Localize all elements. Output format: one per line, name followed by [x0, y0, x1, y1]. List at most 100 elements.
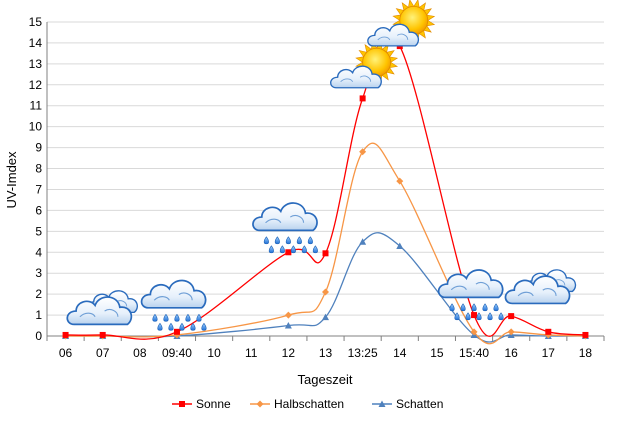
- x-tick-label: 13:25: [348, 346, 378, 360]
- cloud-detail: [397, 33, 409, 40]
- x-tick-label: 09:40: [162, 346, 192, 360]
- x-tick-label: 06: [59, 346, 73, 360]
- y-tick-label: 13: [29, 57, 43, 71]
- y-tick-label: 15: [29, 15, 43, 29]
- legend-label: Schatten: [396, 397, 443, 411]
- raindrop: [174, 313, 180, 322]
- raindrop: [196, 313, 202, 322]
- raindrop: [498, 312, 504, 321]
- raindrop: [185, 313, 191, 322]
- sun-cloud-icon: [367, 0, 436, 47]
- legend-item-halbschatten: Halbschatten: [250, 397, 344, 411]
- y-axis-label: UV-Imdex: [4, 151, 19, 209]
- data-point: [359, 95, 366, 102]
- cloud-body: [66, 296, 133, 326]
- y-tick-label: 7: [35, 182, 42, 196]
- raindrop: [290, 245, 296, 254]
- cloud-shape: [367, 23, 420, 47]
- x-tick-label: 15: [430, 346, 444, 360]
- cloud-body: [504, 275, 571, 305]
- cloud-shape: [330, 65, 382, 89]
- cloud-detail: [542, 288, 557, 296]
- cloud-detail: [104, 308, 119, 317]
- cloud-detail: [178, 292, 193, 301]
- y-tick-label: 5: [35, 224, 42, 238]
- data-point: [285, 249, 292, 256]
- data-point: [582, 331, 589, 338]
- data-point: [256, 400, 264, 408]
- raindrop: [152, 313, 158, 322]
- data-point: [470, 328, 478, 336]
- raindrop: [179, 322, 185, 331]
- cloud-detail: [265, 218, 282, 224]
- raindrop: [465, 312, 471, 321]
- x-axis-ticks: 06 07 08 09:40 10 11 12 13 13:25 14 15 15:40 16 17 18: [46, 336, 605, 360]
- data-point: [507, 328, 515, 336]
- cloud-rain-icon: [140, 279, 207, 331]
- x-tick-label: 11: [245, 346, 258, 360]
- raindrop: [476, 312, 482, 321]
- cloud-body: [367, 23, 420, 47]
- series-schatten: [62, 232, 589, 343]
- x-tick-label: 18: [579, 346, 593, 360]
- cloud-icon: [66, 290, 138, 326]
- legend-item-sonne: Sonne: [172, 397, 231, 411]
- y-tick-label: 0: [35, 329, 42, 343]
- data-point: [173, 328, 180, 335]
- data-point: [471, 312, 478, 319]
- x-axis-label: Tageszeit: [298, 372, 353, 387]
- y-tick-label: 1: [35, 308, 42, 322]
- weather-icons-layer: [66, 0, 577, 331]
- cloud-rain-icon: [437, 269, 504, 321]
- y-tick-label: 2: [35, 287, 42, 301]
- cloud-detail: [377, 36, 391, 41]
- raindrop: [493, 303, 499, 312]
- x-tick-label: 10: [207, 346, 221, 360]
- cloud-detail: [359, 75, 372, 82]
- x-tick-label: 14: [393, 346, 407, 360]
- data-point: [508, 313, 515, 320]
- cloud-body: [437, 269, 504, 299]
- cloud-body: [140, 279, 207, 309]
- cloud-body: [330, 65, 382, 89]
- raindrop: [163, 313, 169, 322]
- data-point: [322, 313, 329, 321]
- cloud-shape: [437, 269, 504, 299]
- raindrop: [460, 303, 466, 312]
- cloud-shape: [504, 275, 571, 305]
- cloud-detail: [79, 312, 96, 318]
- y-tick-label: 11: [30, 99, 43, 113]
- sun-cloud-icon: [330, 40, 399, 89]
- data-point: [378, 400, 386, 407]
- data-point: [396, 242, 404, 249]
- x-tick-label: 17: [542, 346, 556, 360]
- cloud-detail: [475, 281, 490, 290]
- x-tick-label: 07: [96, 346, 110, 360]
- x-tick-label: 13: [319, 346, 333, 360]
- raindrop: [190, 322, 196, 331]
- cloud-detail: [289, 214, 305, 223]
- data-point: [359, 148, 367, 156]
- data-point: [99, 331, 106, 338]
- cloud-shape: [66, 296, 133, 326]
- cloud-body: [252, 202, 318, 232]
- cloud-shape: [252, 202, 318, 232]
- y-tick-label: 12: [29, 78, 43, 92]
- x-tick-label: 16: [504, 346, 518, 360]
- cloud-detail: [517, 291, 534, 297]
- raindrop: [268, 245, 274, 254]
- raindrop: [285, 236, 291, 245]
- raindrop: [279, 245, 285, 254]
- x-tick-label: 15:40: [459, 346, 489, 360]
- data-point: [284, 322, 292, 329]
- raindrop: [449, 303, 455, 312]
- y-tick-label: 3: [35, 266, 42, 280]
- data-point: [284, 311, 292, 319]
- series-layer: [62, 31, 589, 345]
- raindrop: [307, 236, 313, 245]
- legend-label: Sonne: [196, 397, 231, 411]
- y-tick-label: 14: [29, 36, 43, 50]
